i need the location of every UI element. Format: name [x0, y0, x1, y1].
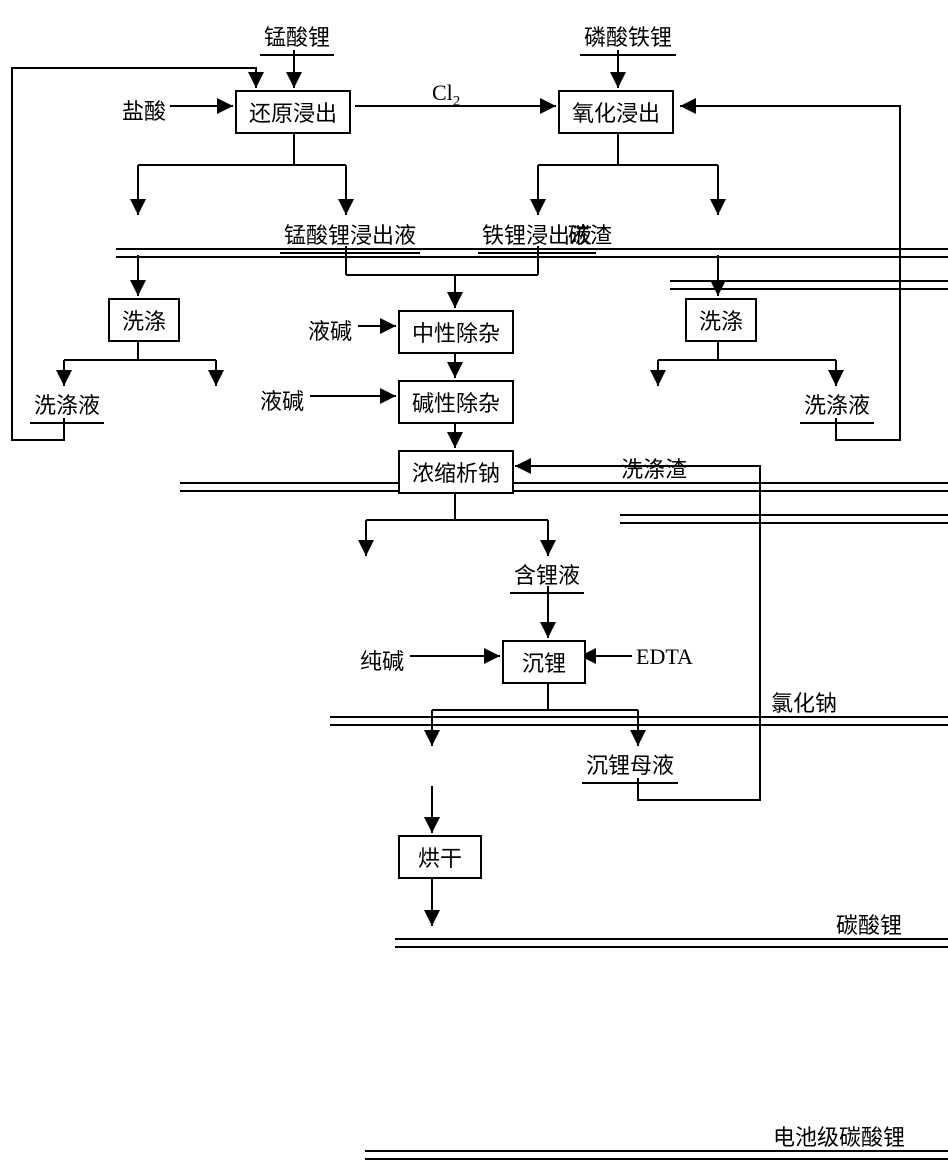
- process-wash-right: 洗涤: [685, 298, 757, 342]
- process-oxidation-leach: 氧化浸出: [558, 90, 674, 134]
- input-naoh-2: 液碱: [260, 384, 304, 416]
- output-li2co3: 碳酸锂: [395, 908, 948, 940]
- process-alkaline-purify: 碱性除杂: [398, 380, 514, 424]
- input-edta: EDTA: [636, 644, 693, 670]
- input-naoh-1: 液碱: [308, 314, 352, 346]
- input-lmo: 锰酸锂: [260, 20, 334, 56]
- wash-liquid-left: 洗涤液: [30, 388, 104, 424]
- process-neutral-purify: 中性除杂: [398, 310, 514, 354]
- output-nacl: 氯化钠: [330, 686, 948, 718]
- process-concentrate-na: 浓缩析钠: [398, 450, 514, 494]
- output-final-li2co3: 电池级碳酸锂: [365, 1120, 948, 1152]
- input-soda: 纯碱: [360, 644, 404, 676]
- wash-slag-right: 洗涤渣: [620, 484, 948, 516]
- label-cl2: Cl2: [432, 80, 460, 110]
- liq-lmo-leachate: 锰酸锂浸出液: [280, 218, 420, 254]
- output-fepo4-slag: 磷酸铁渣: [670, 250, 948, 282]
- process-dry: 烘干: [398, 835, 482, 879]
- process-precipitate-li: 沉锂: [502, 640, 586, 684]
- wash-slag-left: 洗涤渣: [180, 452, 948, 484]
- process-wash-left: 洗涤: [108, 298, 180, 342]
- liq-li-mother: 沉锂母液: [582, 748, 678, 784]
- liq-feli-leachate: 铁锂浸出液: [478, 218, 596, 254]
- process-reduction-leach: 还原浸出: [235, 90, 351, 134]
- liq-lithium: 含锂液: [510, 558, 584, 594]
- input-hcl: 盐酸: [122, 94, 166, 126]
- input-lfp: 磷酸铁锂: [580, 20, 676, 56]
- wash-liquid-right: 洗涤液: [800, 388, 874, 424]
